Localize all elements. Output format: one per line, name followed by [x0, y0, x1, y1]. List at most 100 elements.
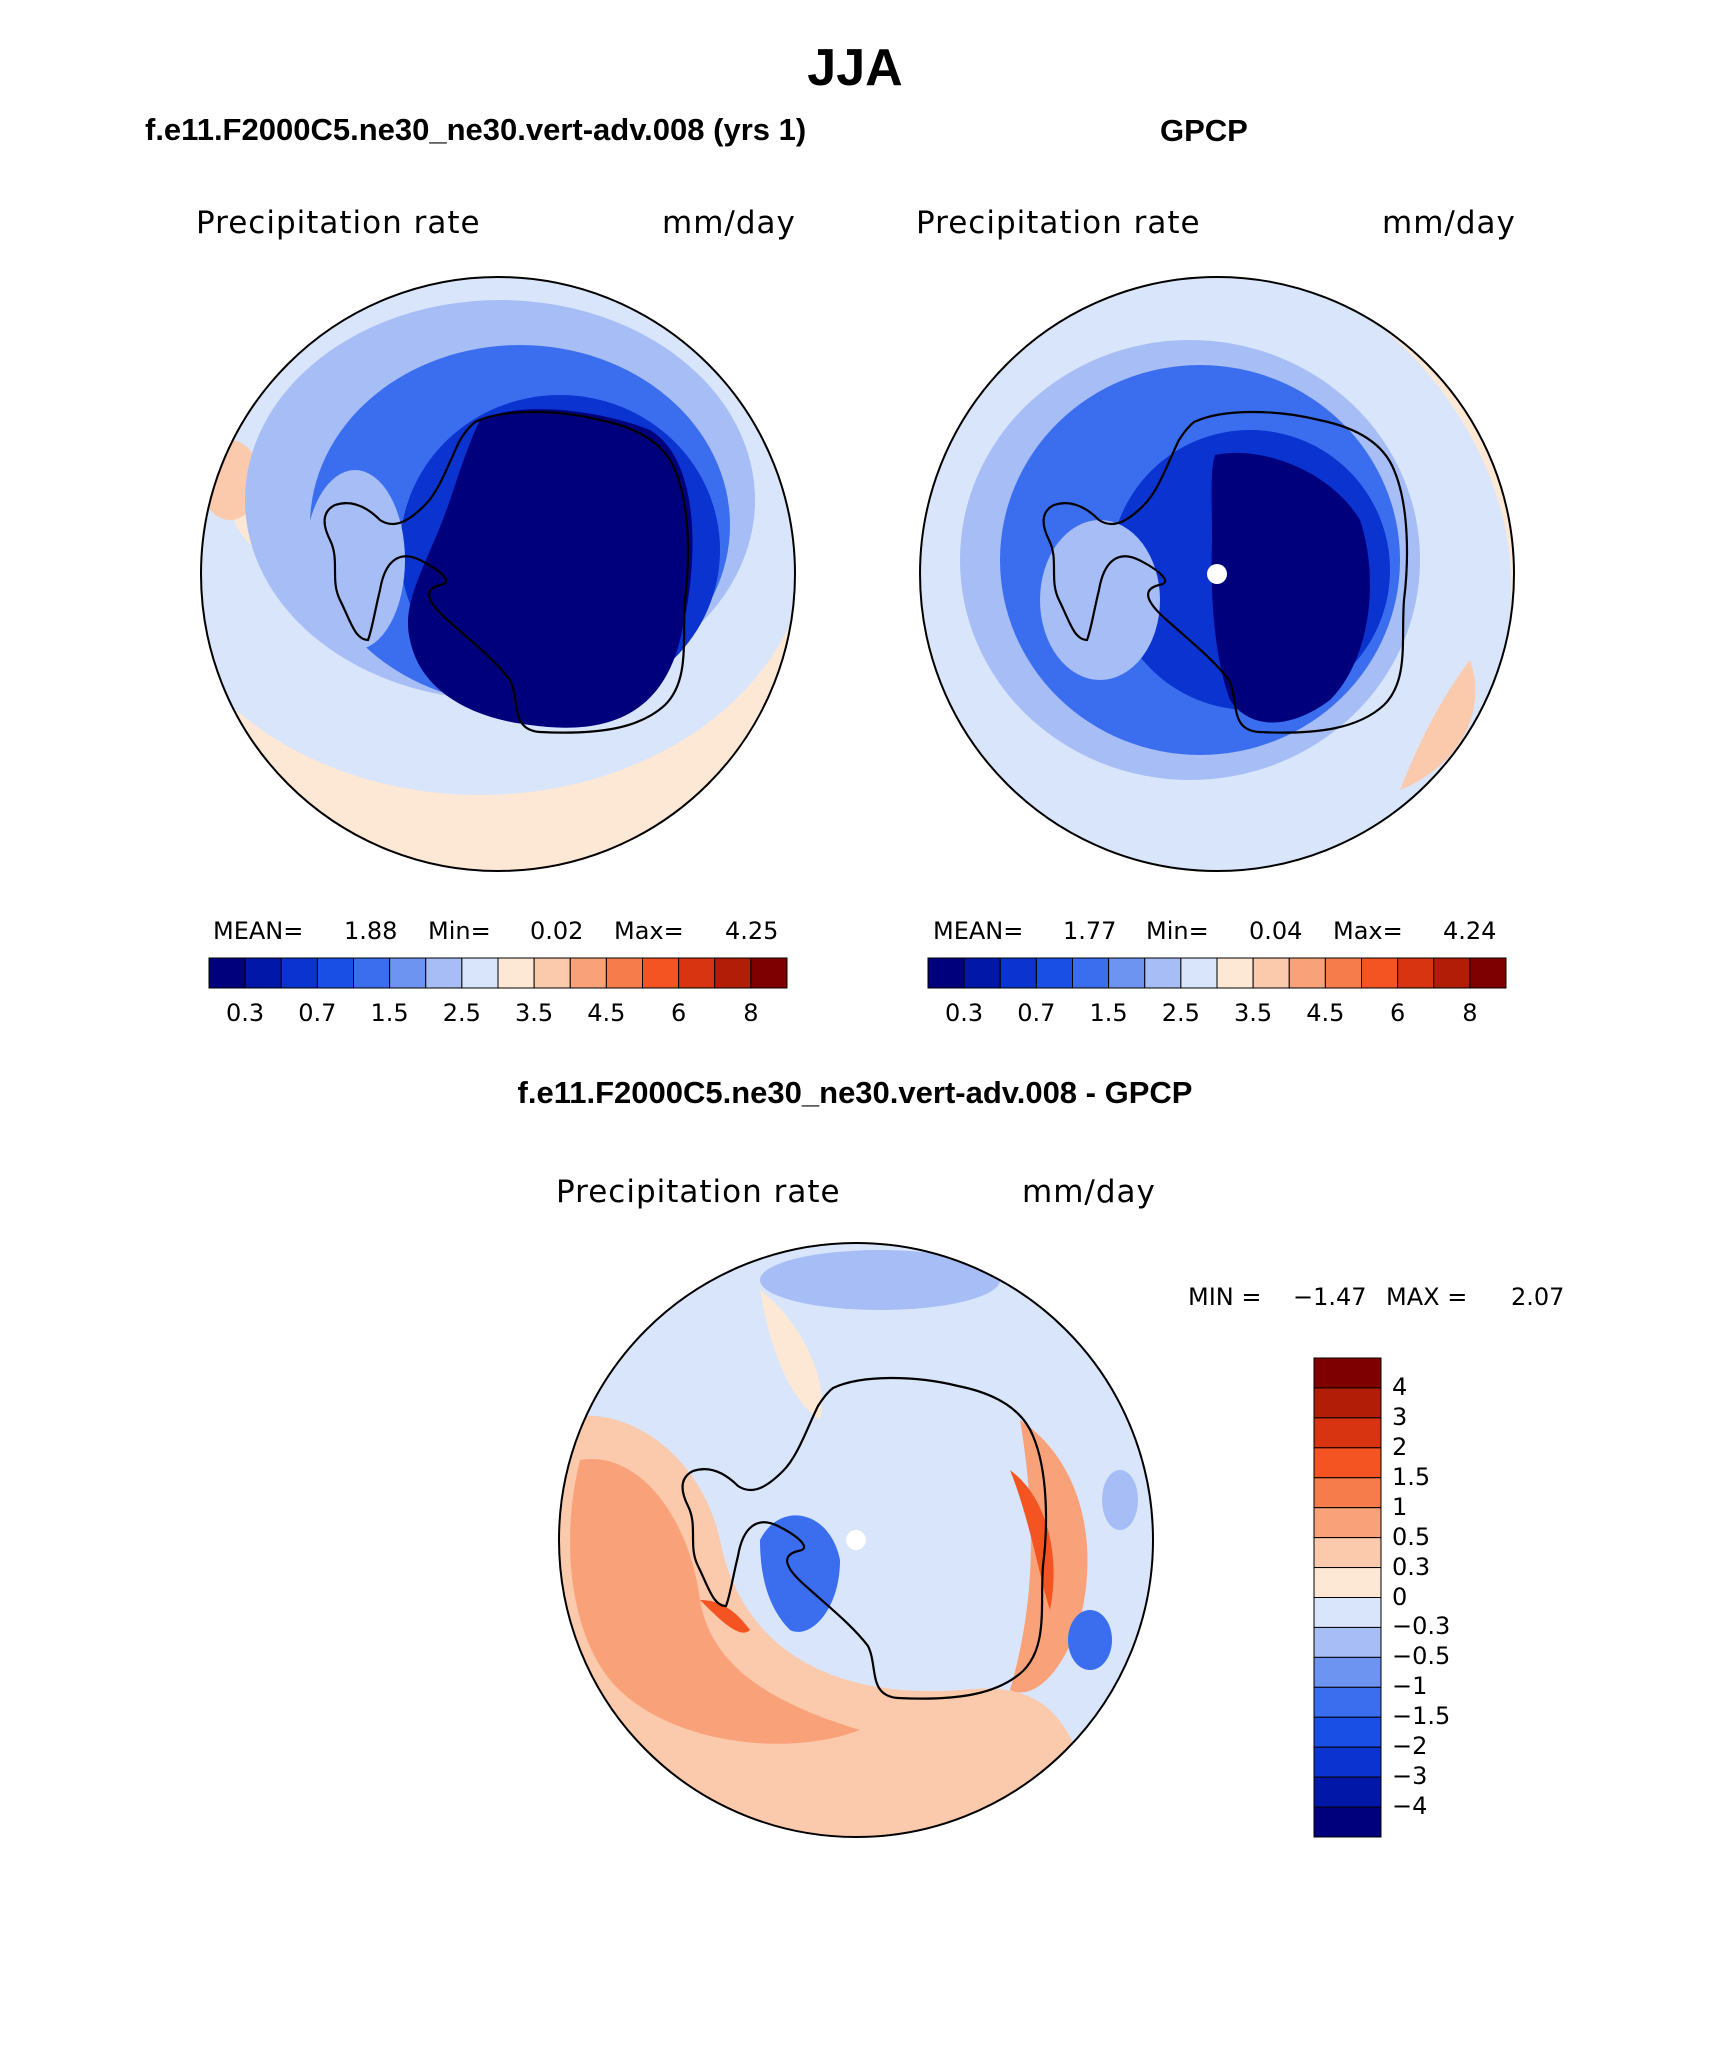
vertical-colorbar-swatch	[1313, 1417, 1382, 1449]
left-max-value: 4.25	[725, 917, 779, 945]
vertical-colorbar-swatch	[1313, 1776, 1382, 1808]
right-colorbar-tick-label: 1.5	[1089, 999, 1128, 1027]
bottom-min-label: MIN =	[1188, 1283, 1262, 1311]
vertical-colorbar-swatch	[1313, 1597, 1382, 1628]
left-colorbar-swatch	[461, 957, 499, 989]
vertical-colorbar-tick-label: −3	[1392, 1762, 1428, 1791]
bottom-map	[558, 1242, 1154, 1838]
vertical-colorbar-swatch	[1313, 1626, 1382, 1658]
right-colorbar-swatch	[1324, 957, 1362, 989]
left-colorbar-tick-label: 3.5	[515, 999, 554, 1027]
right-colorbar-swatch	[1072, 957, 1110, 989]
right-max-value: 4.24	[1443, 917, 1497, 945]
right-colorbar-swatch	[1144, 957, 1182, 989]
right-colorbar-swatch	[1180, 957, 1218, 989]
right-colorbar-swatch	[1216, 957, 1254, 989]
right-colorbar-swatch	[1252, 957, 1290, 989]
left-colorbar-swatch	[569, 957, 607, 989]
vertical-colorbar	[1313, 1357, 1382, 1838]
vertical-colorbar-swatch	[1313, 1447, 1382, 1479]
vertical-colorbar-tick-label: −1	[1392, 1672, 1428, 1701]
right-colorbar-tick-label: 6	[1389, 999, 1406, 1027]
right-max-label: Max=	[1333, 917, 1403, 945]
vertical-colorbar-swatch	[1313, 1746, 1382, 1778]
right-colorbar-tick-label: 3.5	[1234, 999, 1273, 1027]
left-map	[200, 276, 796, 872]
left-colorbar-tick-label: 4.5	[587, 999, 626, 1027]
right-colorbar-swatch	[1288, 957, 1326, 989]
right-mean-label: MEAN=	[933, 917, 1024, 945]
bottom-min-value: −1.47	[1293, 1283, 1367, 1311]
left-colorbar-swatch	[497, 957, 535, 989]
bottom-units-label: mm/day	[1022, 1174, 1156, 1210]
vertical-colorbar-tick-label: −0.5	[1392, 1642, 1451, 1671]
vertical-colorbar-tick-label: 0.3	[1392, 1552, 1431, 1581]
left-colorbar-tick-label: 1.5	[370, 999, 409, 1027]
left-colorbar-swatch	[244, 957, 282, 989]
vertical-colorbar-tick-label: 1.5	[1392, 1462, 1431, 1491]
right-colorbar-swatch	[999, 957, 1037, 989]
vertical-colorbar-tick-label: 2	[1392, 1432, 1408, 1461]
vertical-colorbar-swatch	[1313, 1357, 1382, 1389]
left-colorbar-swatch	[389, 957, 427, 989]
left-max-label: Max=	[614, 917, 684, 945]
right-colorbar	[927, 957, 1507, 989]
left-min-label: Min=	[428, 917, 491, 945]
right-colorbar-tick-label: 8	[1462, 999, 1478, 1027]
left-colorbar-swatch	[605, 957, 643, 989]
right-colorbar-tick-label: 0.3	[945, 999, 984, 1027]
right-colorbar-swatch	[1469, 957, 1507, 989]
vertical-colorbar-tick-label: 4	[1392, 1372, 1408, 1401]
right-colorbar-tick-label: 2.5	[1161, 999, 1200, 1027]
right-min-value: 0.04	[1249, 917, 1303, 945]
right-colorbar-swatch	[1433, 957, 1471, 989]
vertical-colorbar-tick-label: 1	[1392, 1492, 1408, 1521]
left-colorbar	[208, 957, 788, 989]
right-map	[919, 276, 1515, 872]
left-colorbar-swatch	[280, 957, 318, 989]
right-colorbar-swatch	[1397, 957, 1435, 989]
right-colorbar-swatch	[1361, 957, 1399, 989]
right-colorbar-tick-label: 0.7	[1017, 999, 1056, 1027]
vertical-colorbar-swatch	[1313, 1806, 1382, 1838]
left-min-value: 0.02	[530, 917, 584, 945]
left-units-label: mm/day	[662, 205, 796, 241]
right-colorbar-tick-label: 4.5	[1306, 999, 1345, 1027]
left-colorbar-swatch	[425, 957, 463, 989]
bottom-max-label: MAX =	[1386, 1283, 1468, 1311]
left-colorbar-tick-label: 0.3	[226, 999, 265, 1027]
left-colorbar-swatch	[750, 957, 788, 989]
left-colorbar-tick-label: 0.7	[298, 999, 337, 1027]
vertical-colorbar-tick-label: 0.5	[1392, 1522, 1431, 1551]
bottom-panel-title: f.e11.F2000C5.ne30_ne30.vert-adv.008 - G…	[517, 1075, 1193, 1110]
left-colorbar-swatch	[678, 957, 716, 989]
vertical-colorbar-swatch	[1313, 1716, 1382, 1748]
left-colorbar-tick-label: 6	[670, 999, 687, 1027]
vertical-colorbar-swatch	[1313, 1686, 1382, 1718]
vertical-colorbar-tick-label: −2	[1392, 1732, 1428, 1761]
figure-title: JJA	[807, 39, 903, 97]
vertical-colorbar-swatch	[1313, 1537, 1382, 1569]
vertical-colorbar-tick-label: 0	[1392, 1582, 1408, 1611]
left-colorbar-swatch	[533, 957, 571, 989]
left-panel-title: f.e11.F2000C5.ne30_ne30.vert-adv.008 (yr…	[145, 112, 807, 147]
right-min-label: Min=	[1146, 917, 1209, 945]
left-colorbar-swatch	[208, 957, 246, 989]
vertical-colorbar-swatch	[1313, 1387, 1382, 1419]
vertical-colorbar-swatch	[1313, 1477, 1382, 1509]
right-units-label: mm/day	[1382, 205, 1516, 241]
left-mean-label: MEAN=	[213, 917, 304, 945]
left-colorbar-swatch	[714, 957, 752, 989]
pole-marker-right	[1207, 564, 1227, 584]
right-colorbar-swatch	[963, 957, 1001, 989]
vertical-colorbar-tick-label: −0.3	[1392, 1612, 1451, 1641]
right-colorbar-swatch	[1035, 957, 1073, 989]
left-mean-value: 1.88	[344, 917, 398, 945]
right-panel-title: GPCP	[1160, 113, 1248, 148]
vertical-colorbar-swatch	[1313, 1567, 1382, 1598]
vertical-colorbar-tick-label: 3	[1392, 1402, 1408, 1431]
left-colorbar-tick-label: 8	[743, 999, 759, 1027]
left-colorbar-swatch	[353, 957, 391, 989]
left-colorbar-tick-label: 2.5	[442, 999, 481, 1027]
